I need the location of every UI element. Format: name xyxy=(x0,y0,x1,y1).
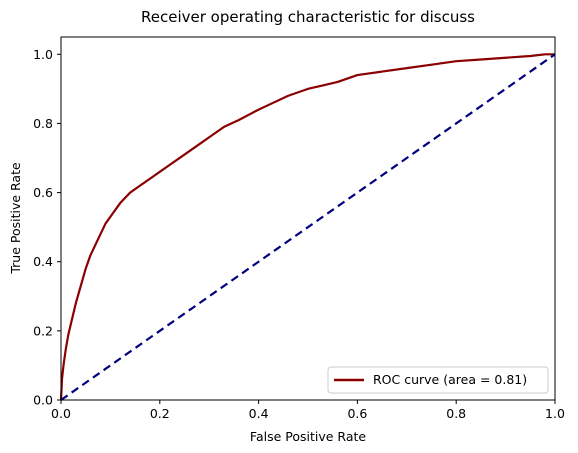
y-axis-label: True Positive Rate xyxy=(8,162,23,275)
y-axis: 0.0 0.2 0.4 0.6 0.8 1.0 xyxy=(33,47,61,408)
roc-curve-line xyxy=(59,53,555,401)
x-tick-label: 0.6 xyxy=(347,406,367,421)
y-tick-label: 0.6 xyxy=(33,185,53,200)
plot-area xyxy=(59,53,556,401)
x-tick-label: 0.0 xyxy=(51,406,71,421)
x-tick-label: 0.4 xyxy=(249,406,269,421)
y-tick-label: 1.0 xyxy=(33,47,53,62)
y-tick-label: 0.0 xyxy=(33,393,53,408)
legend-box xyxy=(327,366,549,394)
y-tick-label: 0.8 xyxy=(33,116,53,131)
x-tick-label: 0.8 xyxy=(446,406,466,421)
baseline-diagonal-line xyxy=(60,53,556,401)
plot-frame xyxy=(60,36,556,401)
y-tick-label: 0.4 xyxy=(33,254,53,269)
x-axis-label: False Positive Rate xyxy=(250,429,366,444)
legend-label-roc: ROC curve (area = 0.81) xyxy=(373,372,527,387)
x-tick-label: 0.2 xyxy=(150,406,170,421)
x-tick-label: 1.0 xyxy=(545,406,565,421)
x-axis: 0.0 0.2 0.4 0.6 0.8 1.0 xyxy=(51,400,565,421)
y-tick-label: 0.2 xyxy=(33,323,53,338)
chart-title: Receiver operating characteristic for di… xyxy=(141,8,475,26)
legend: ROC curve (area = 0.81) xyxy=(327,366,549,394)
